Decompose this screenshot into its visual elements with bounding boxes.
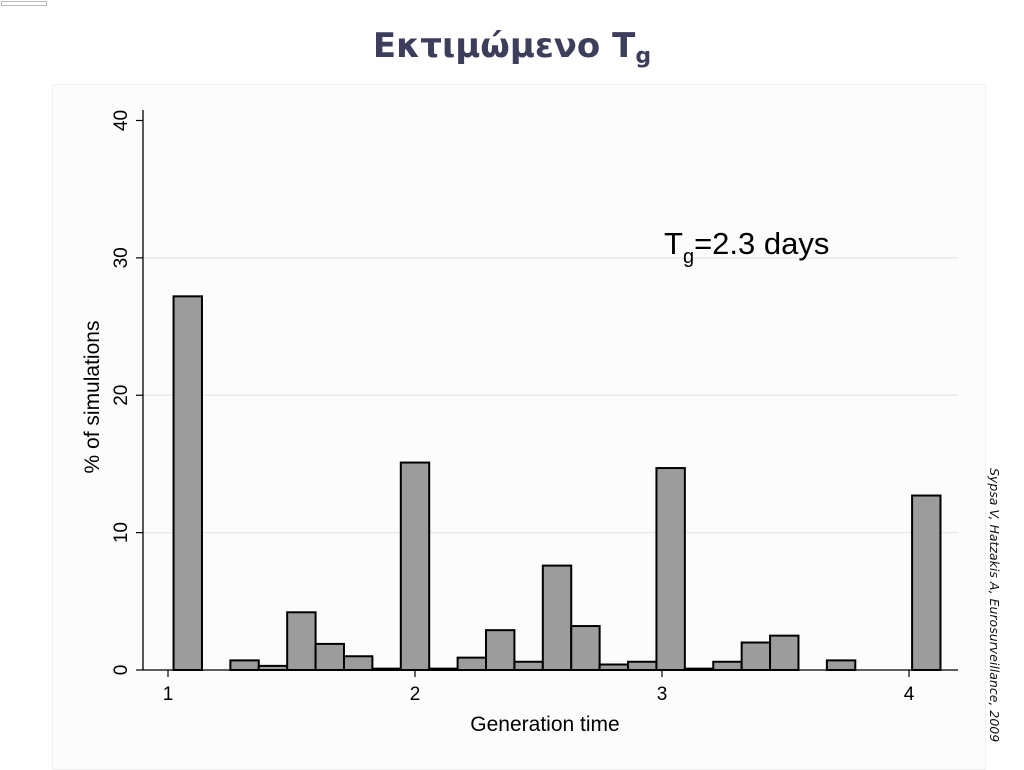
histogram-bar-21	[769, 634, 800, 672]
axis-ticks: 0 10 20 30 40 1 2 3 4	[111, 110, 915, 705]
tg-annotation: Tg=2.3 days	[664, 226, 829, 268]
x-tick-label-4: 4	[904, 684, 915, 705]
y-tick-label-20: 20	[111, 385, 132, 406]
slide-title-subscript: g	[635, 44, 652, 69]
histogram-bar-6	[342, 655, 374, 672]
histogram-bar-23	[911, 494, 942, 671]
x-tick-label-3: 3	[657, 684, 668, 705]
histogram-bar-8	[399, 461, 431, 672]
histogram-bar-22	[825, 659, 857, 672]
plot-region	[52, 84, 986, 770]
histogram-bar-20	[740, 641, 772, 672]
histogram-bar-12	[513, 660, 544, 672]
grid-lines	[143, 257, 958, 534]
x-tick-label-1: 1	[163, 684, 174, 705]
x-axis-title: Generation time	[470, 713, 619, 736]
x-tick-label-2: 2	[410, 684, 421, 705]
slide-title-main: Εκτιμώμενο T	[372, 26, 636, 66]
histogram-bar-5	[314, 642, 345, 671]
histogram-bar-17	[655, 467, 686, 672]
histogram-bar-1	[172, 295, 203, 671]
y-tick-label-40: 40	[111, 110, 132, 131]
histogram-bar-11	[485, 629, 516, 671]
histogram-bars	[172, 295, 942, 672]
histogram-bar-19	[712, 660, 743, 672]
histogram-bar-2	[229, 659, 260, 672]
y-tick-label-10: 10	[111, 522, 132, 543]
corner-mark	[1, 1, 47, 6]
tg-annotation-main: T	[664, 226, 683, 261]
slide-title: Εκτιμώμενο Tg	[0, 26, 1024, 69]
y-tick-label-30: 30	[111, 247, 132, 268]
histogram-bar-13	[541, 564, 573, 671]
axes	[142, 110, 958, 671]
histogram-bar-4	[286, 611, 317, 672]
tg-annotation-subscript: g	[683, 246, 694, 268]
histogram-bar-16	[627, 660, 658, 672]
citation: Sypsa V, Hatzakis A, Eurosurveillance, 2…	[987, 468, 1002, 743]
y-tick-label-0: 0	[111, 665, 132, 676]
y-axis-title: % of simulations	[81, 321, 104, 474]
histogram-bar-14	[570, 625, 601, 672]
tg-annotation-value: =2.3 days	[694, 226, 829, 261]
histogram-bar-10	[456, 656, 488, 671]
histogram-bar-15	[598, 663, 630, 671]
